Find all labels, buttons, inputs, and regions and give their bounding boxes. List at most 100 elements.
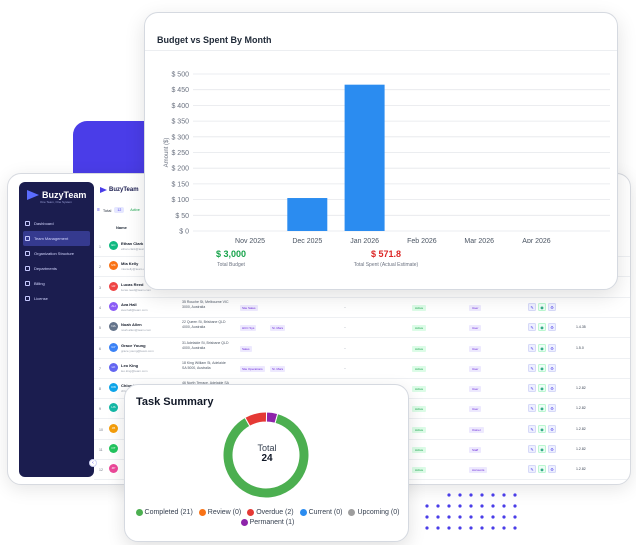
status-badge: Active <box>412 386 427 393</box>
avatar: JB <box>109 423 118 433</box>
permissions-icon[interactable]: ⚙ <box>548 465 556 474</box>
x-tick-label: Apr 2026 <box>522 238 551 243</box>
eye-icon[interactable]: ◉ <box>538 302 546 311</box>
edit-icon[interactable]: ✎ <box>528 302 536 311</box>
sidebar: BuzyTeam One Team, One System Dashboard T… <box>19 182 97 477</box>
table-row[interactable]: 5 NA Noah Allen noah.allen@team.com 22 Queen… <box>94 318 630 339</box>
filter-total-count[interactable]: 12 <box>114 207 125 213</box>
permissions-icon[interactable]: ⚙ <box>548 363 556 372</box>
row-number: 5 <box>99 326 101 331</box>
sidebar-item[interactable]: Dashboard <box>19 216 94 231</box>
row-actions: ✎ ◉ ⚙ <box>528 363 556 372</box>
permissions-icon[interactable]: ⚙ <box>548 302 556 311</box>
legend-item[interactable]: Review (0) <box>198 509 241 516</box>
filter-total-label: Total <box>102 207 112 213</box>
department-tag: Sr. Mars <box>270 325 286 332</box>
decorative-dot <box>480 493 484 497</box>
sidebar-item[interactable]: License <box>19 291 94 306</box>
avatar: ZP <box>109 464 118 474</box>
sidebar-item[interactable]: Departments <box>19 261 94 276</box>
eye-icon[interactable]: ◉ <box>538 363 546 372</box>
sidebar-item[interactable]: Organization Structure <box>19 246 94 261</box>
x-tick-label: Dec 2025 <box>292 238 322 243</box>
member-name[interactable]: Ethan Clark <box>121 241 144 246</box>
eye-icon[interactable]: ◉ <box>538 445 546 453</box>
donut-slice <box>222 412 310 499</box>
edit-icon[interactable]: ✎ <box>528 343 536 352</box>
eye-icon[interactable]: ◉ <box>538 323 546 332</box>
decorative-dot <box>491 515 495 519</box>
permissions-icon[interactable]: ⚙ <box>548 323 556 332</box>
edit-icon[interactable]: ✎ <box>528 384 536 393</box>
edit-icon[interactable]: ✎ <box>528 323 536 332</box>
filter-icon[interactable]: ≡ <box>97 207 100 213</box>
eye-icon[interactable]: ◉ <box>538 424 546 433</box>
table-row[interactable]: 4 AH Ava Hall ava.hall@team.com 35 Rouche St… <box>94 298 630 318</box>
row-number: 9 <box>99 407 101 412</box>
legend-swatch <box>247 509 255 516</box>
sidebar-logo[interactable]: BuzyTeam <box>19 182 94 200</box>
empty-cell: – <box>344 345 346 350</box>
permissions-icon[interactable]: ⚙ <box>548 384 556 393</box>
status-badge: Active <box>412 426 427 433</box>
sidebar-menu: Dashboard Team Management Organization Str… <box>19 216 94 306</box>
legend-item[interactable]: Upcoming (0) <box>348 509 399 516</box>
sidebar-collapse-button[interactable]: ‹ <box>89 459 97 467</box>
permissions-icon[interactable]: ⚙ <box>548 343 556 352</box>
edit-icon[interactable]: ✎ <box>528 424 536 433</box>
legend-item[interactable]: Overdue (2) <box>247 509 294 516</box>
filter-active-chip[interactable]: Active <box>130 208 140 212</box>
table-row[interactable]: 3 LR Lucas Reed lucas.reed@team.com <box>94 278 630 298</box>
edit-icon[interactable]: ✎ <box>528 404 536 413</box>
eye-icon[interactable]: ◉ <box>538 343 546 352</box>
version-text: 1.2.82 <box>576 447 586 451</box>
status-badge: Active <box>412 304 427 311</box>
row-actions: ✎ ◉ ⚙ <box>528 424 556 433</box>
eye-icon[interactable]: ◉ <box>538 404 546 413</box>
edit-icon[interactable]: ✎ <box>528 465 536 474</box>
decorative-dot <box>469 493 473 497</box>
version-text: 1.5.0 <box>576 345 584 350</box>
member-name[interactable]: Lucas Reed <box>121 281 144 287</box>
total-spent-value: $ 571.8 <box>370 249 402 259</box>
table-row[interactable]: 6 GY Grace Young grace.young@team.com 31 Ade… <box>94 339 630 359</box>
member-name[interactable]: Ava Hall <box>121 301 137 307</box>
sidebar-item[interactable]: Team Management <box>23 231 90 246</box>
eye-icon[interactable]: ◉ <box>538 465 546 474</box>
member-name[interactable]: Grace Young <box>121 342 146 348</box>
dashboard-icon <box>25 221 30 226</box>
row-actions: ✎ ◉ ⚙ <box>528 343 556 352</box>
row-actions: ✎ ◉ ⚙ <box>528 404 556 413</box>
permissions-icon[interactable]: ⚙ <box>548 445 556 453</box>
y-tick-label: $ 450 <box>171 87 189 94</box>
decorative-dot <box>513 526 517 530</box>
y-tick-label: $ 50 <box>175 213 189 220</box>
edit-icon[interactable]: ✎ <box>528 445 536 453</box>
legend-item[interactable]: Current (0) <box>299 509 342 516</box>
permissions-icon[interactable]: ⚙ <box>548 404 556 413</box>
total-spent-stat: $ 571.8 Total Spent (Actual Estimate) <box>331 249 441 268</box>
row-number: 7 <box>99 366 101 371</box>
avatar: LR <box>109 281 118 291</box>
decorative-dot <box>491 504 495 508</box>
edit-icon[interactable]: ✎ <box>528 363 536 372</box>
eye-icon[interactable]: ◉ <box>538 384 546 393</box>
decorative-dot <box>513 504 517 508</box>
table-header-name[interactable]: Name <box>116 225 127 230</box>
legend-item[interactable]: Completed (21) <box>135 509 193 516</box>
task-donut-chart <box>222 411 310 499</box>
avatar: LK <box>109 362 118 372</box>
role-badge: User <box>469 386 482 393</box>
permissions-icon[interactable]: ⚙ <box>548 424 556 433</box>
member-email: leo.king@team.com <box>121 368 148 373</box>
member-name[interactable]: Noah Allen <box>121 322 142 328</box>
decorative-dot <box>447 504 451 508</box>
legend-item[interactable]: Permanent (1) <box>240 519 294 526</box>
row-actions: ✎ ◉ ⚙ <box>528 445 556 453</box>
member-name[interactable]: Mia Kelly <box>121 261 139 267</box>
member-name[interactable]: Leo King <box>121 362 139 368</box>
budget-chart-title: Budget vs Spent By Month <box>157 35 272 45</box>
sidebar-item[interactable]: Billing <box>19 276 94 291</box>
table-row[interactable]: 7 LK Leo King leo.king@team.com 18 King Will… <box>94 359 630 379</box>
donut-total-value: 24 <box>261 453 273 464</box>
